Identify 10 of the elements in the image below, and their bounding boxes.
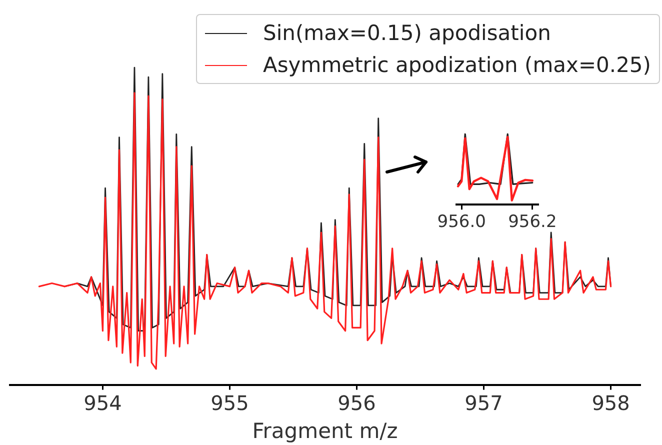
x-tick-label: 956.0 (437, 212, 486, 232)
x-axis-title: Fragment m/z (252, 418, 398, 443)
x-tick-label: 956 (338, 391, 376, 416)
x-tick-label: 956.2 (508, 212, 557, 232)
legend-label: Sin(max=0.15) apodisation (263, 21, 551, 45)
x-tick-label: 954 (84, 391, 122, 416)
x-tick-label: 957 (464, 391, 503, 416)
x-tick-label: 958 (592, 391, 630, 416)
legend-label: Asymmetric apodization (max=0.25) (263, 53, 651, 77)
x-tick-label: 955 (210, 391, 249, 416)
